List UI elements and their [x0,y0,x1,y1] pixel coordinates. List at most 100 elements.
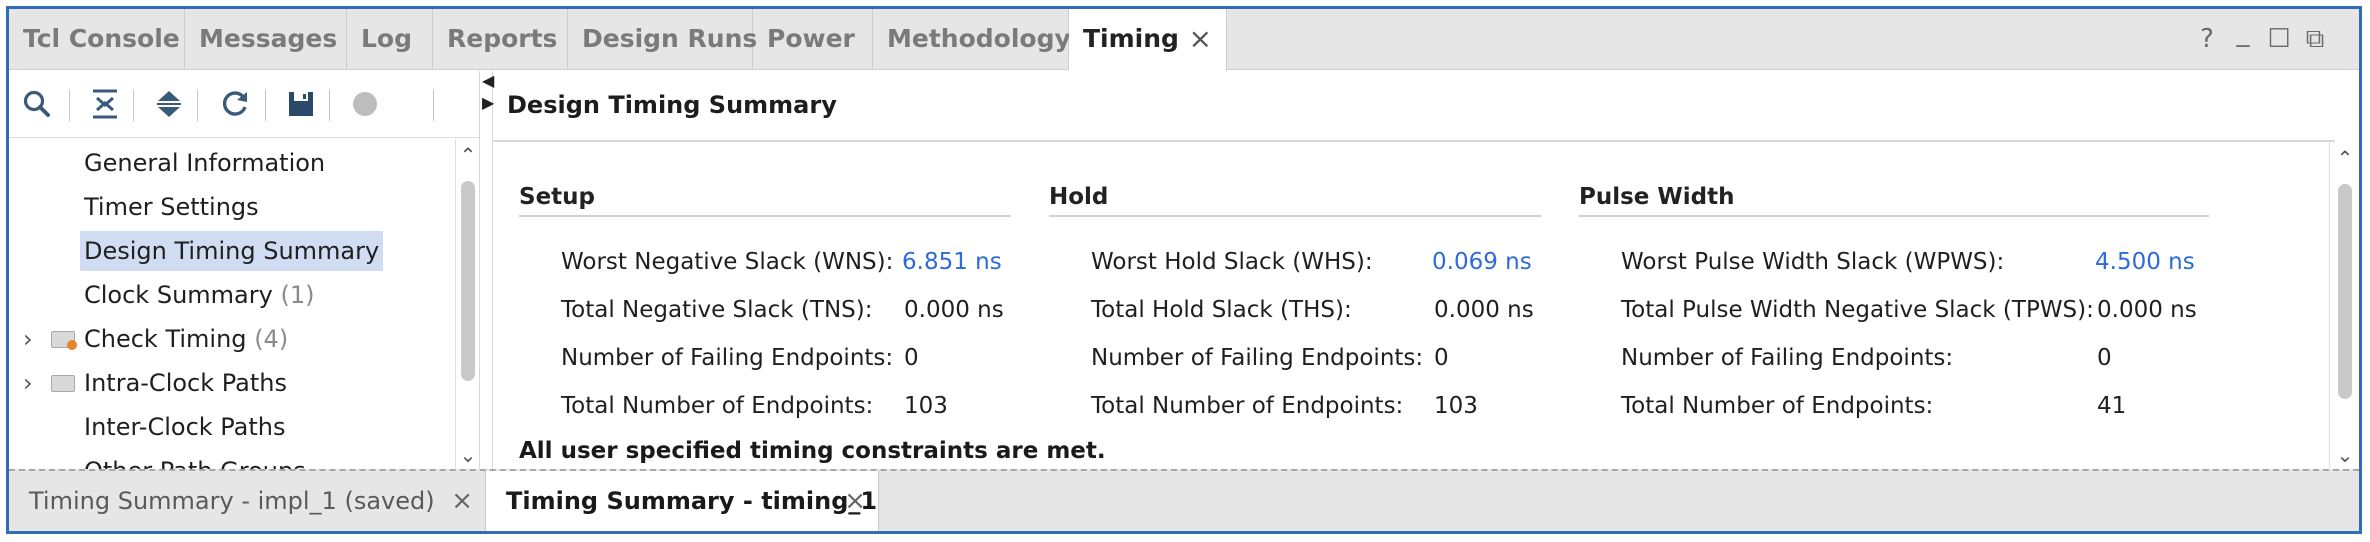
pulse-wpws-row: Worst Pulse Width Slack (WPWS): 4.500 ns [1621,240,2195,284]
scrollbar-thumb[interactable] [2338,184,2352,399]
wpws-value-link[interactable]: 4.500 ns [2095,249,2195,275]
tab-label: Timing Summary - impl_1 (saved) [29,487,435,515]
warning-folder-icon [51,331,77,350]
maximize-icon[interactable]: ☐ [2267,24,2291,54]
setup-total-row: Total Number of Endpoints: 103 [561,384,948,428]
whs-value-link[interactable]: 0.069 ns [1432,249,1532,275]
setup-failing-row: Number of Failing Endpoints: 0 [561,336,919,380]
scroll-up-icon[interactable]: ⌃ [2336,146,2354,170]
row-value: 41 [2097,393,2127,419]
row-label: Total Number of Endpoints: [561,393,874,419]
row-value: 0.000 ns [2097,297,2197,323]
timing-panel: Tcl Console Messages Log Reports Design … [6,6,2362,534]
row-label: Total Number of Endpoints: [1621,393,1934,419]
scroll-down-icon[interactable]: ⌄ [459,443,477,467]
tab-power[interactable]: Power [753,9,873,70]
pulse-total-row: Total Number of Endpoints: 41 [1621,384,2126,428]
tree-toolbar [9,71,479,138]
row-value: 0.000 ns [1434,297,1534,323]
toolbar-separator [329,89,330,121]
row-label: Number of Failing Endpoints: [1621,345,1954,371]
help-icon[interactable]: ? [2200,24,2214,54]
tree-item-label: Clock Summary (1) [84,281,315,309]
tab-log[interactable]: Log [347,9,433,70]
refresh-icon[interactable] [215,84,255,124]
expand-right-icon[interactable]: ▶ [482,93,495,112]
tree-item-inter-clock-paths[interactable]: Inter-Clock Paths [9,407,449,447]
pulse-tpws-row: Total Pulse Width Negative Slack (TPWS):… [1621,288,2197,332]
pane-splitter[interactable]: ◀ ▶ [479,71,495,469]
scrollbar-thumb[interactable] [461,181,475,381]
tree-item-count: (4) [254,325,289,353]
constraints-met-message: All user specified timing constraints ar… [519,438,1106,464]
tab-messages[interactable]: Messages [185,9,347,70]
report-tree: General Information Timer Settings Desig… [9,139,479,469]
row-label: Worst Pulse Width Slack (WPWS): [1621,249,2005,275]
tab-methodology[interactable]: Methodology [873,9,1071,70]
tree-item-label: Inter-Clock Paths [84,413,286,441]
row-value: 103 [904,393,948,419]
timing-summary-content: Setup Worst Negative Slack (WNS): 6.851 … [493,142,2335,469]
hold-total-row: Total Number of Endpoints: 103 [1091,384,1478,428]
tree-item-label: Check Timing (4) [84,325,289,353]
tab-timing-summary-impl-1[interactable]: Timing Summary - impl_1 (saved) × [9,471,485,531]
row-label: Total Pulse Width Negative Slack (TPWS): [1621,297,2094,323]
tree-item-timer-settings[interactable]: Timer Settings [9,187,449,227]
tree-item-intra-clock-paths[interactable]: › Intra-Clock Paths [9,363,449,403]
tab-tcl-console[interactable]: Tcl Console [9,9,185,70]
wns-value-link[interactable]: 6.851 ns [902,249,1002,275]
setup-wns-row: Worst Negative Slack (WNS): 6.851 ns [561,240,1002,284]
close-icon[interactable]: × [451,486,473,516]
close-icon[interactable]: × [1188,22,1212,55]
pulse-width-section: Pulse Width [1579,177,2209,217]
close-icon[interactable]: × [844,486,866,516]
chevron-right-icon[interactable]: › [23,325,33,353]
scroll-down-icon[interactable]: ⌄ [2336,443,2354,467]
hold-whs-row: Worst Hold Slack (WHS): 0.069 ns [1091,240,1532,284]
row-label: Number of Failing Endpoints: [1091,345,1424,371]
tab-design-runs[interactable]: Design Runs [568,9,757,70]
stop-icon[interactable] [345,84,385,124]
tree-item-label: Other Path Groups [84,451,306,469]
tree-item-label: Design Timing Summary [80,231,384,271]
row-label: Total Negative Slack (TNS): [561,297,873,323]
hold-ths-row: Total Hold Slack (THS): 0.000 ns [1091,288,1534,332]
hold-failing-row: Number of Failing Endpoints: 0 [1091,336,1449,380]
row-value: 0 [2097,345,2112,371]
toolbar-separator [133,89,134,121]
content-scrollbar[interactable]: ⌃ ⌄ [2329,142,2359,469]
divider [493,140,2335,142]
row-value: 0.000 ns [904,297,1004,323]
hold-section: Hold [1049,177,1541,217]
collapse-left-icon[interactable]: ◀ [482,71,495,90]
toolbar-separator [265,89,266,121]
tree-item-design-timing-summary[interactable]: Design Timing Summary [9,231,449,271]
folder-icon [51,375,75,392]
expand-all-icon[interactable] [149,84,189,124]
tree-item-other-path-groups[interactable]: Other Path Groups [9,451,449,469]
save-icon[interactable] [281,84,321,124]
tree-item-clock-summary[interactable]: Clock Summary (1) [9,275,449,315]
tab-timing-summary-timing-1[interactable]: Timing Summary - timing_1 × [485,471,879,531]
tree-item-label: Intra-Clock Paths [84,369,287,397]
minimize-icon[interactable]: _ [2236,18,2250,48]
collapse-all-icon[interactable] [85,84,125,124]
row-value: 103 [1434,393,1478,419]
row-label: Worst Hold Slack (WHS): [1091,249,1373,275]
row-label: Worst Negative Slack (WNS): [561,249,894,275]
page-title: Design Timing Summary [507,91,837,119]
tree-item-check-timing[interactable]: › Check Timing (4) [9,319,449,359]
row-value: 0 [1434,345,1449,371]
scroll-up-icon[interactable]: ⌃ [459,143,477,167]
hold-title: Hold [1049,177,1541,217]
restore-icon[interactable]: ⧉ [2305,24,2325,54]
tab-reports[interactable]: Reports [433,9,568,70]
tree-item-general-information[interactable]: General Information [9,143,449,183]
chevron-right-icon[interactable]: › [23,369,33,397]
report-tab-bar: Timing Summary - impl_1 (saved) × Timing… [9,469,2359,531]
tab-timing[interactable]: Timing × [1069,9,1227,71]
pulse-failing-row: Number of Failing Endpoints: 0 [1621,336,2112,380]
tree-scrollbar[interactable]: ⌃ ⌄ [455,139,479,469]
search-icon[interactable] [17,84,57,124]
row-label: Number of Failing Endpoints: [561,345,894,371]
